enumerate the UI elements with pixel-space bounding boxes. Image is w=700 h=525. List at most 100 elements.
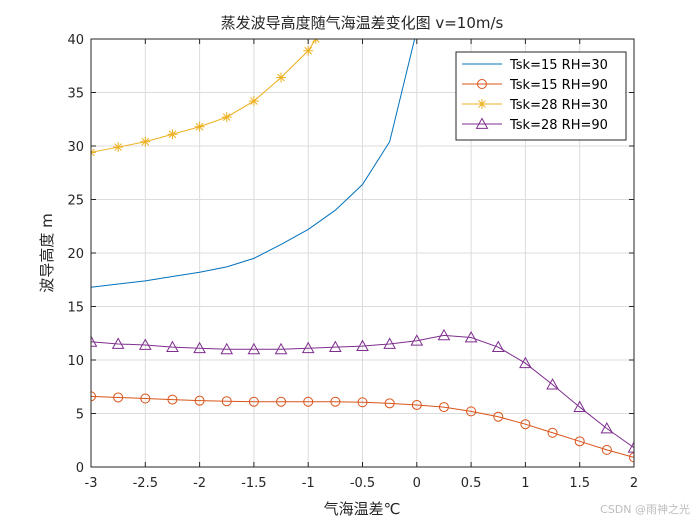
star-stroke [315,39,320,43]
data-point [303,45,314,56]
data-point [301,341,315,354]
data-point [520,419,531,430]
data-point [194,395,205,406]
y-tick-label: 0 [76,461,84,476]
axis-ticks: -3 -2.5 -2 -1.5 -1 -0.5 0 0.5 1 1.5 20510152025303… [67,33,638,491]
y-tick-label: 20 [67,247,84,262]
y-axis-title: 波导高度 m [38,213,56,292]
data-point [600,421,614,434]
x-tick-label: 0 [413,476,421,491]
legend: Tsk=15 RH=30 Tsk=15 RH=90 Tsk=28 RH=30 Tsk=… [455,51,627,141]
data-point [493,411,504,422]
x-tick-label: -3 [85,476,98,491]
y-tick-label: 30 [67,140,84,155]
data-point [247,342,261,355]
x-tick-label: 2 [630,476,638,491]
series-1 [91,39,416,288]
legend-box [455,51,627,141]
data-point [464,331,478,343]
x-tick-label: -2 [193,476,206,491]
series-layer [91,39,634,463]
x-tick-label: -2.5 [133,476,158,491]
data-point [601,444,612,455]
legend-marker [475,117,489,129]
star-stroke [277,73,285,82]
legend-label: Tsk=28 RH=30 [509,98,608,113]
data-point [438,402,449,413]
x-tick-label: 1.5 [569,476,590,491]
data-point [330,396,341,407]
data-point [276,72,287,83]
data-point [193,341,206,354]
data-point [221,112,232,123]
data-point [194,121,205,132]
x-tick-label: -1 [302,476,315,491]
legend-entry-4: Tsk=28 RH=90 [462,117,608,133]
chart-title: 蒸发波导高度随气海温差变化图 v=10m/s [221,14,504,32]
data-point [113,142,124,153]
x-axis-title: 气海温差℃ [324,500,401,518]
legend-marker [477,99,487,109]
data-point [248,396,259,407]
data-point [111,337,125,349]
y-tick-label: 15 [67,301,84,316]
data-point [627,441,634,453]
data-point [303,396,314,407]
data-point [547,427,558,438]
y-tick-label: 35 [67,87,84,102]
series-3 [91,39,321,158]
star-stroke [304,46,313,55]
star-stroke [311,39,317,43]
series-4 [91,328,634,453]
series-line [91,39,317,153]
star-stroke [91,148,95,154]
data-point [276,396,287,407]
x-tick-label: -0.5 [350,476,375,491]
data-point [91,147,96,158]
data-point [167,394,178,405]
data-point [573,400,587,412]
data-point [356,339,369,351]
data-point [411,399,422,410]
legend-marker [477,79,487,89]
data-point [329,340,342,353]
data-point [220,342,234,355]
legend-label: Tsk=15 RH=90 [509,78,608,93]
data-point [629,452,634,463]
series-line [91,334,634,449]
data-point [140,136,151,147]
data-point [519,356,532,369]
data-point [140,393,151,404]
data-point [167,129,178,140]
data-point [574,436,585,447]
star-stroke [478,100,486,108]
x-tick-label: -1.5 [241,476,266,491]
data-point [248,96,259,107]
legend-entry-1: Tsk=15 RH=30 [462,58,608,73]
legend-entry-2: Tsk=15 RH=90 [462,78,608,93]
data-point [91,391,96,402]
watermark: CSDN @雨神之光 [600,503,690,516]
star-stroke [195,122,204,131]
series-line [91,39,416,288]
data-point [437,328,451,341]
data-point [138,338,152,350]
data-point [466,406,477,417]
y-tick-label: 5 [76,408,84,423]
star-stroke [168,130,177,139]
star-stroke [222,113,231,121]
data-point [221,396,232,407]
legend-entry-3: Tsk=28 RH=30 [462,98,608,113]
legend-label: Tsk=15 RH=30 [509,58,608,73]
data-point [91,335,98,347]
y-tick-label: 40 [67,33,84,48]
data-point [113,392,124,403]
star-stroke [114,143,123,151]
series-line [91,395,634,458]
series-2 [91,391,634,463]
data-point [546,378,559,390]
x-tick-label: 1 [521,476,529,491]
y-tick-label: 25 [67,194,84,209]
data-point [383,337,396,349]
